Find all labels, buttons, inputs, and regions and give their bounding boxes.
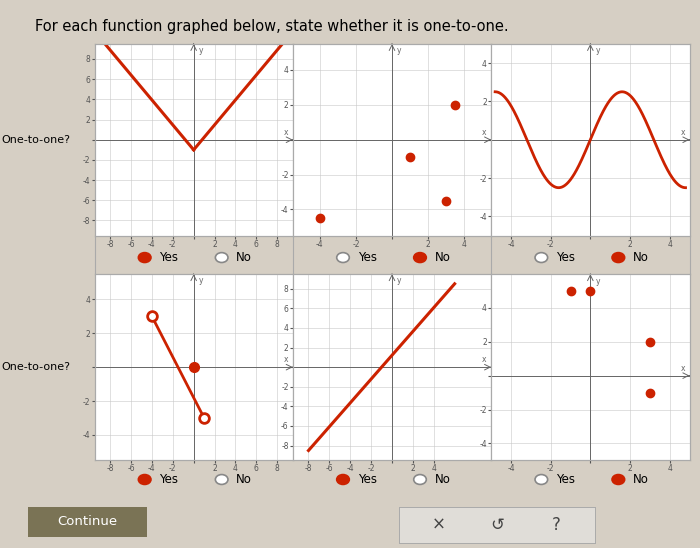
Text: No: No <box>633 473 649 486</box>
Text: No: No <box>435 473 451 486</box>
Text: x: x <box>680 128 685 137</box>
Text: x: x <box>680 363 685 373</box>
Text: No: No <box>435 251 451 264</box>
Text: Yes: Yes <box>358 473 377 486</box>
Text: One-to-one?: One-to-one? <box>1 135 71 145</box>
Text: y: y <box>595 46 600 55</box>
Text: Continue: Continue <box>57 516 118 528</box>
Text: y: y <box>199 46 203 55</box>
Text: Yes: Yes <box>358 251 377 264</box>
Text: ×: × <box>431 516 445 534</box>
Text: For each function graphed below, state whether it is one-to-one.: For each function graphed below, state w… <box>35 19 509 34</box>
Text: Yes: Yes <box>160 473 178 486</box>
Text: Yes: Yes <box>556 473 575 486</box>
Text: y: y <box>397 276 402 285</box>
Text: No: No <box>237 473 252 486</box>
Text: y: y <box>199 276 203 285</box>
Text: x: x <box>482 128 486 137</box>
Text: One-to-one?: One-to-one? <box>1 362 71 372</box>
Text: y: y <box>397 46 402 55</box>
Text: No: No <box>237 251 252 264</box>
Text: ?: ? <box>552 516 560 534</box>
Text: x: x <box>284 128 288 137</box>
Text: y: y <box>595 277 600 286</box>
Text: x: x <box>284 355 288 364</box>
Text: No: No <box>633 251 649 264</box>
Text: Yes: Yes <box>556 251 575 264</box>
Text: ↺: ↺ <box>490 516 504 534</box>
Text: Yes: Yes <box>160 251 178 264</box>
Text: x: x <box>482 355 486 364</box>
